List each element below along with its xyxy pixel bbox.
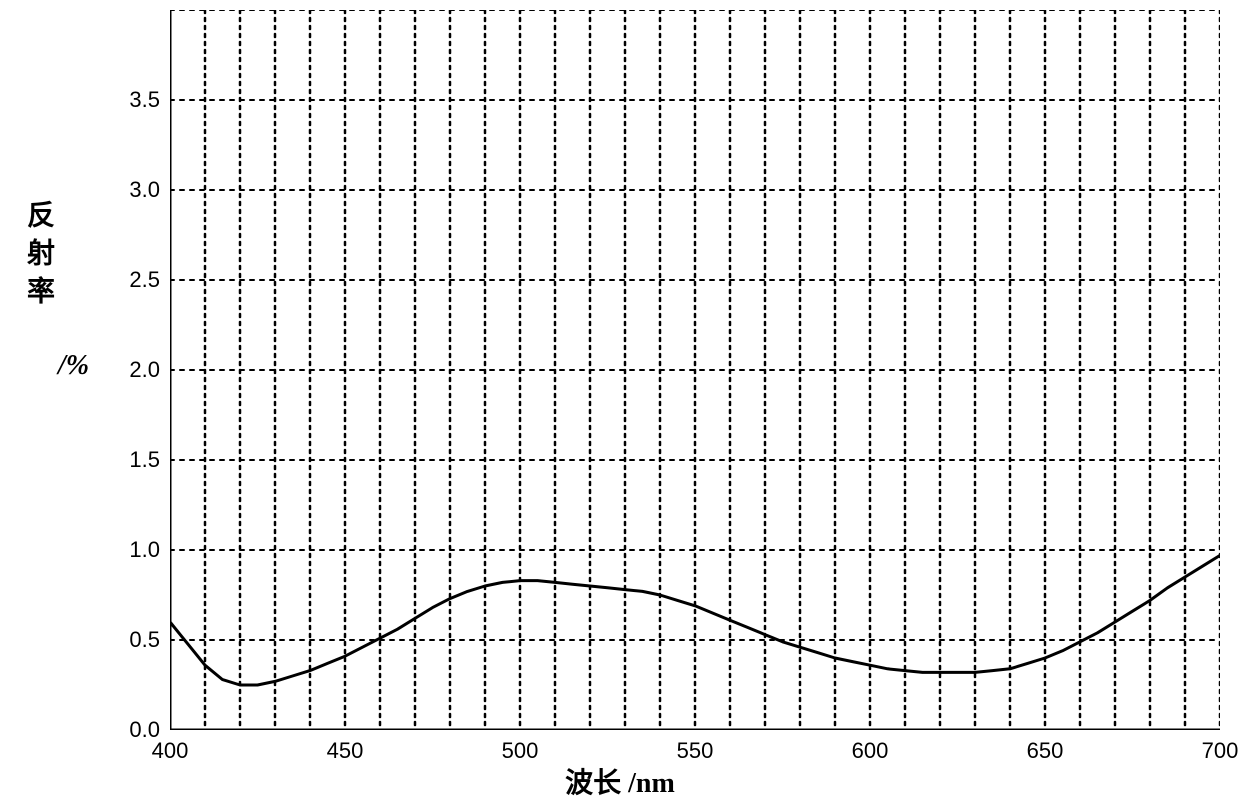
x-tick-label: 400 bbox=[152, 738, 189, 764]
y-tick-label: 1.0 bbox=[129, 537, 160, 563]
y-axis-unit: /% bbox=[58, 350, 89, 382]
y-tick-label: 3.5 bbox=[129, 87, 160, 113]
x-tick-label: 650 bbox=[1027, 738, 1064, 764]
chart-container: 反射率 /% 波长 /nm 0.00.51.01.52.02.53.03.5 4… bbox=[0, 0, 1240, 811]
x-tick-label: 550 bbox=[677, 738, 714, 764]
x-tick-label: 600 bbox=[852, 738, 889, 764]
y-tick-label: 0.5 bbox=[129, 627, 160, 653]
x-tick-label: 500 bbox=[502, 738, 539, 764]
y-tick-label: 3.0 bbox=[129, 177, 160, 203]
x-axis-label: 波长 /nm bbox=[0, 761, 1240, 801]
x-tick-label: 700 bbox=[1202, 738, 1239, 764]
plot-svg bbox=[170, 10, 1220, 730]
y-tick-label: 2.0 bbox=[129, 357, 160, 383]
y-tick-label: 1.5 bbox=[129, 447, 160, 473]
y-tick-label: 2.5 bbox=[129, 267, 160, 293]
y-axis-label: 反射率 bbox=[18, 200, 58, 314]
x-tick-label: 450 bbox=[327, 738, 364, 764]
